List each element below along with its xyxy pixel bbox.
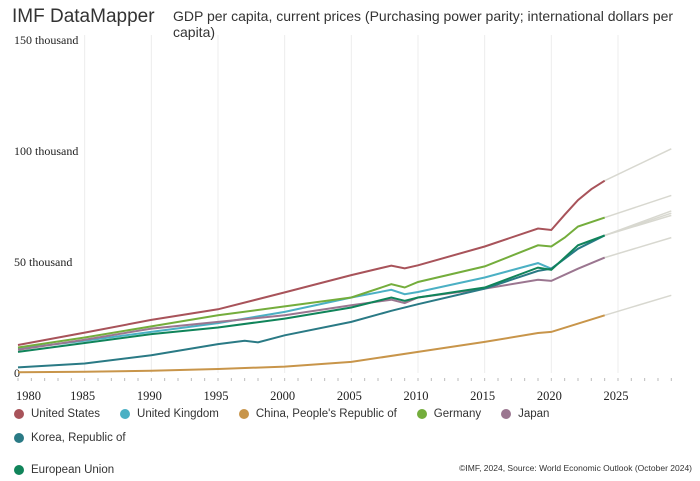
series-line xyxy=(17,234,606,350)
y-tick-label: 50 thousand xyxy=(14,255,72,269)
projection-line xyxy=(604,194,672,219)
legend-dot-icon xyxy=(120,409,131,419)
x-tick-label: 2015 xyxy=(470,389,495,400)
series-china-people-s-republic-of[interactable] xyxy=(17,294,672,374)
x-tick-label: 2025 xyxy=(603,389,628,400)
series-line xyxy=(17,234,606,369)
projection-line xyxy=(604,214,672,237)
legend-item[interactable]: United Kingdom xyxy=(120,406,219,422)
legend-dot-icon xyxy=(14,409,24,419)
legend-label: Germany xyxy=(433,408,482,420)
source-footer: ©IMF, 2024, Source: World Economic Outlo… xyxy=(459,463,692,473)
brand-logo[interactable]: IMF DataMapper xyxy=(12,6,155,27)
legend-dot-icon xyxy=(416,409,427,419)
x-tick-label: 2010 xyxy=(403,389,428,400)
chart-title: GDP per capita, current prices (Purchasi… xyxy=(173,8,674,40)
series-line xyxy=(17,256,606,351)
projection-line xyxy=(604,294,672,317)
legend-dot-icon xyxy=(501,409,512,419)
legend-dot-icon xyxy=(14,465,24,475)
x-tick-label: 1980 xyxy=(16,389,41,400)
legend-item[interactable]: Germany xyxy=(416,406,482,422)
legend-item[interactable]: Japan xyxy=(501,406,549,422)
series-line xyxy=(17,314,605,374)
x-tick-label: 2000 xyxy=(270,389,295,400)
legend-label: China, People's Republic of xyxy=(255,408,397,420)
series-united-states[interactable] xyxy=(17,148,672,346)
legend-label: United States xyxy=(31,408,101,420)
y-tick-label: 0 xyxy=(14,366,20,380)
legend-label: Japan xyxy=(518,408,550,420)
x-tick-label: 1990 xyxy=(137,389,162,400)
legend-item[interactable]: United States xyxy=(14,406,100,422)
legend-item[interactable]: European Union xyxy=(14,462,114,478)
legend-dot-icon xyxy=(14,433,24,443)
projection-line xyxy=(604,236,672,259)
x-tick-label: 1995 xyxy=(203,389,228,400)
legend-label: Korea, Republic of xyxy=(31,432,126,444)
x-tick-label: 2020 xyxy=(537,389,562,400)
legend-item[interactable]: Korea, Republic of xyxy=(14,430,126,446)
series-line xyxy=(17,234,606,353)
series-korea-republic-of[interactable] xyxy=(17,212,672,369)
legend-label: European Union xyxy=(31,464,115,476)
y-tick-label: 150 thousand xyxy=(14,33,78,47)
projection-line xyxy=(604,148,672,182)
legend: United States United Kingdom China, People… xyxy=(14,406,674,478)
line-chart: 1980 1985 1990 1995 2000 2005 2010 2015 2020 2025… xyxy=(14,33,672,400)
x-tick-label: 2005 xyxy=(337,389,362,400)
series-european-union[interactable] xyxy=(17,214,672,353)
x-tick-label: 1985 xyxy=(70,389,95,400)
legend-label: United Kingdom xyxy=(137,408,219,420)
y-tick-label: 100 thousand xyxy=(14,144,78,158)
legend-item[interactable]: China, People's Republic of xyxy=(238,406,397,422)
series-germany[interactable] xyxy=(17,194,672,349)
legend-dot-icon xyxy=(238,409,249,419)
series-line xyxy=(17,216,606,349)
series-japan[interactable] xyxy=(17,236,672,351)
series-line xyxy=(17,179,606,346)
